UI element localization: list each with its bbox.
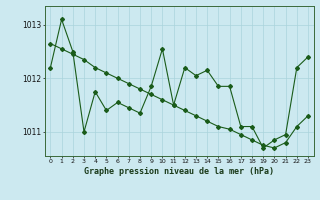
- X-axis label: Graphe pression niveau de la mer (hPa): Graphe pression niveau de la mer (hPa): [84, 167, 274, 176]
